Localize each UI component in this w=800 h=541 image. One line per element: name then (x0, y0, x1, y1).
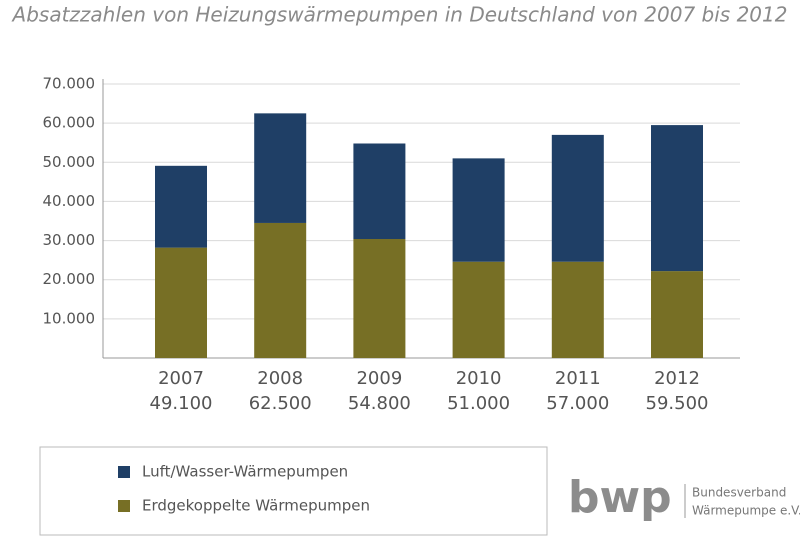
total-label: 57.000 (546, 393, 609, 414)
total-label: 54.800 (348, 393, 411, 414)
y-tick-label: 20.000 (43, 270, 96, 288)
logo: bwp Bundesverband Wärmepumpe e.V. (568, 472, 800, 523)
bar-segment (155, 165, 207, 248)
x-tick-label: 2011 (555, 368, 601, 389)
x-tick-label: 2007 (158, 368, 204, 389)
x-tick-label: 2009 (356, 368, 402, 389)
legend-label: Luft/Wasser-Wärmepumpen (142, 463, 348, 481)
bar-segment (353, 239, 406, 358)
legend-box (39, 446, 548, 536)
x-tick-label: 2012 (654, 368, 700, 389)
logo-text: Bundesverband (692, 486, 786, 500)
logo-mark: bwp (568, 472, 672, 523)
bar-segment (651, 125, 703, 272)
x-tick-label: 2008 (257, 368, 303, 389)
y-tick-label: 40.000 (43, 192, 96, 210)
total-label: 59.500 (646, 393, 709, 414)
bar-segment (254, 222, 307, 358)
logo-text: Wärmepumpe e.V. (692, 504, 800, 518)
bar-segment (551, 134, 604, 262)
bar-segment (155, 247, 207, 358)
bar-segment (651, 271, 703, 358)
legend-swatch (118, 500, 130, 512)
legend-swatch (118, 466, 130, 478)
y-tick-label: 50.000 (43, 153, 96, 171)
bar-segment (551, 261, 604, 358)
x-tick-label: 2010 (456, 368, 502, 389)
bar-segment (254, 113, 307, 223)
total-label: 51.000 (447, 393, 510, 414)
total-label: 62.500 (249, 393, 312, 414)
y-tick-label: 10.000 (43, 309, 96, 327)
bar-segment (353, 143, 406, 240)
y-tick-label: 60.000 (43, 114, 96, 132)
y-tick-label: 30.000 (43, 231, 96, 249)
y-tick-label: 70.000 (43, 75, 96, 93)
bar-segment (452, 261, 505, 358)
total-label: 49.100 (150, 393, 213, 414)
bar-segment (452, 158, 505, 262)
chart-title: Absatzzahlen von Heizungswärmepumpen in … (11, 3, 788, 27)
legend-label: Erdgekoppelte Wärmepumpen (142, 497, 370, 515)
